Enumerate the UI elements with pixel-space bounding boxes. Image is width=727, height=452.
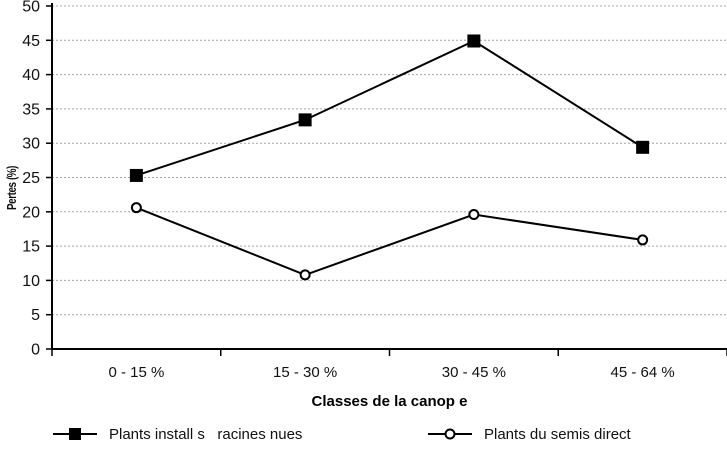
y-axis-title: Pertes (%) [4,165,20,211]
svg-text:30: 30 [22,136,40,153]
svg-text:5: 5 [31,307,40,324]
legend-item-semis-direct: Plants du semis direct [428,424,631,444]
svg-text:30 - 45 %: 30 - 45 % [442,364,506,381]
legend: Plants install s racines nues Plants du … [0,424,727,448]
x-tick-labels: 0 - 15 % 15 - 30 % 30 - 45 % 45 - 64 % [108,364,674,381]
legend-marker-open-circle-icon [428,428,472,440]
svg-text:25: 25 [22,170,40,187]
svg-text:0: 0 [31,342,40,359]
legend-label-semis-direct: Plants du semis direct [484,425,631,443]
svg-text:35: 35 [22,101,40,118]
axes [51,3,727,350]
legend-item-racines-nues: Plants install s racines nues [53,424,302,444]
y-tick-labels: 0 5 10 15 20 25 30 35 40 45 50 [22,0,40,359]
svg-text:20: 20 [22,204,40,221]
svg-text:0 - 15 %: 0 - 15 % [108,364,164,381]
svg-text:15: 15 [22,239,40,256]
series-semis-direct [130,202,649,281]
gridlines [52,5,727,316]
svg-text:15 - 30 %: 15 - 30 % [273,364,337,381]
svg-text:40: 40 [22,67,40,84]
legend-marker-filled-square-icon [53,428,97,440]
svg-text:50: 50 [22,0,40,16]
series-racines-nues [129,34,650,182]
svg-text:10: 10 [22,273,40,290]
x-axis-title: Classes de la canop e [311,393,468,410]
svg-text:45: 45 [22,33,40,50]
svg-text:45 - 64 %: 45 - 64 % [611,364,675,381]
tick-marks [46,5,727,356]
legend-label-racines-nues: Plants install s racines nues [109,425,303,443]
